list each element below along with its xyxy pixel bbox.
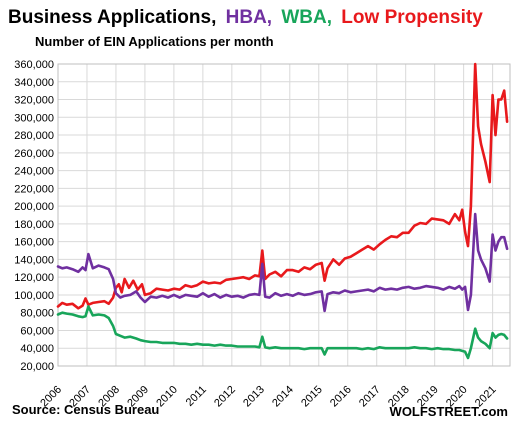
y-tick-label: 180,000 bbox=[14, 219, 54, 231]
y-tick-label: 80,000 bbox=[20, 308, 54, 320]
y-tick-label: 120,000 bbox=[14, 272, 54, 284]
y-tick-label: 240,000 bbox=[14, 166, 54, 178]
y-tick-label: 220,000 bbox=[14, 183, 54, 195]
title-hba: HBA, bbox=[226, 7, 272, 28]
series-line-hba bbox=[56, 212, 509, 313]
title-business-applications: Business Applications, bbox=[8, 7, 216, 28]
y-tick-label: 360,000 bbox=[14, 59, 54, 71]
y-tick-label: 260,000 bbox=[14, 148, 54, 160]
y-tick-label: 160,000 bbox=[14, 237, 54, 249]
y-tick-label: 20,000 bbox=[20, 361, 54, 373]
y-tick-label: 140,000 bbox=[14, 254, 54, 266]
y-tick-label: 280,000 bbox=[14, 130, 54, 142]
chart-title: Business Applications, HBA, WBA, Low Pro… bbox=[8, 7, 483, 28]
title-low-propensity: Low Propensity bbox=[341, 7, 483, 28]
chart-subtitle: Number of EIN Applications per month bbox=[35, 34, 274, 49]
series-line-wba bbox=[56, 305, 509, 360]
plot-border bbox=[57, 63, 511, 367]
source-label: Source: Census Bureau bbox=[12, 402, 159, 417]
y-tick-label: 60,000 bbox=[20, 325, 54, 337]
y-tick-label: 300,000 bbox=[14, 112, 54, 124]
brand-label: WOLFSTREET.com bbox=[390, 404, 508, 419]
y-tick-label: 200,000 bbox=[14, 201, 54, 213]
title-wba: WBA, bbox=[281, 7, 332, 28]
y-tick-label: 100,000 bbox=[14, 290, 54, 302]
y-tick-label: 40,000 bbox=[20, 343, 54, 355]
series-line-business-applications bbox=[56, 62, 509, 310]
plot-area: 20,000 40,000 60,000 80,000 100,000 120,000 14… bbox=[14, 59, 511, 409]
y-tick-label: 340,000 bbox=[14, 77, 54, 89]
y-tick-label: 320,000 bbox=[14, 95, 54, 107]
